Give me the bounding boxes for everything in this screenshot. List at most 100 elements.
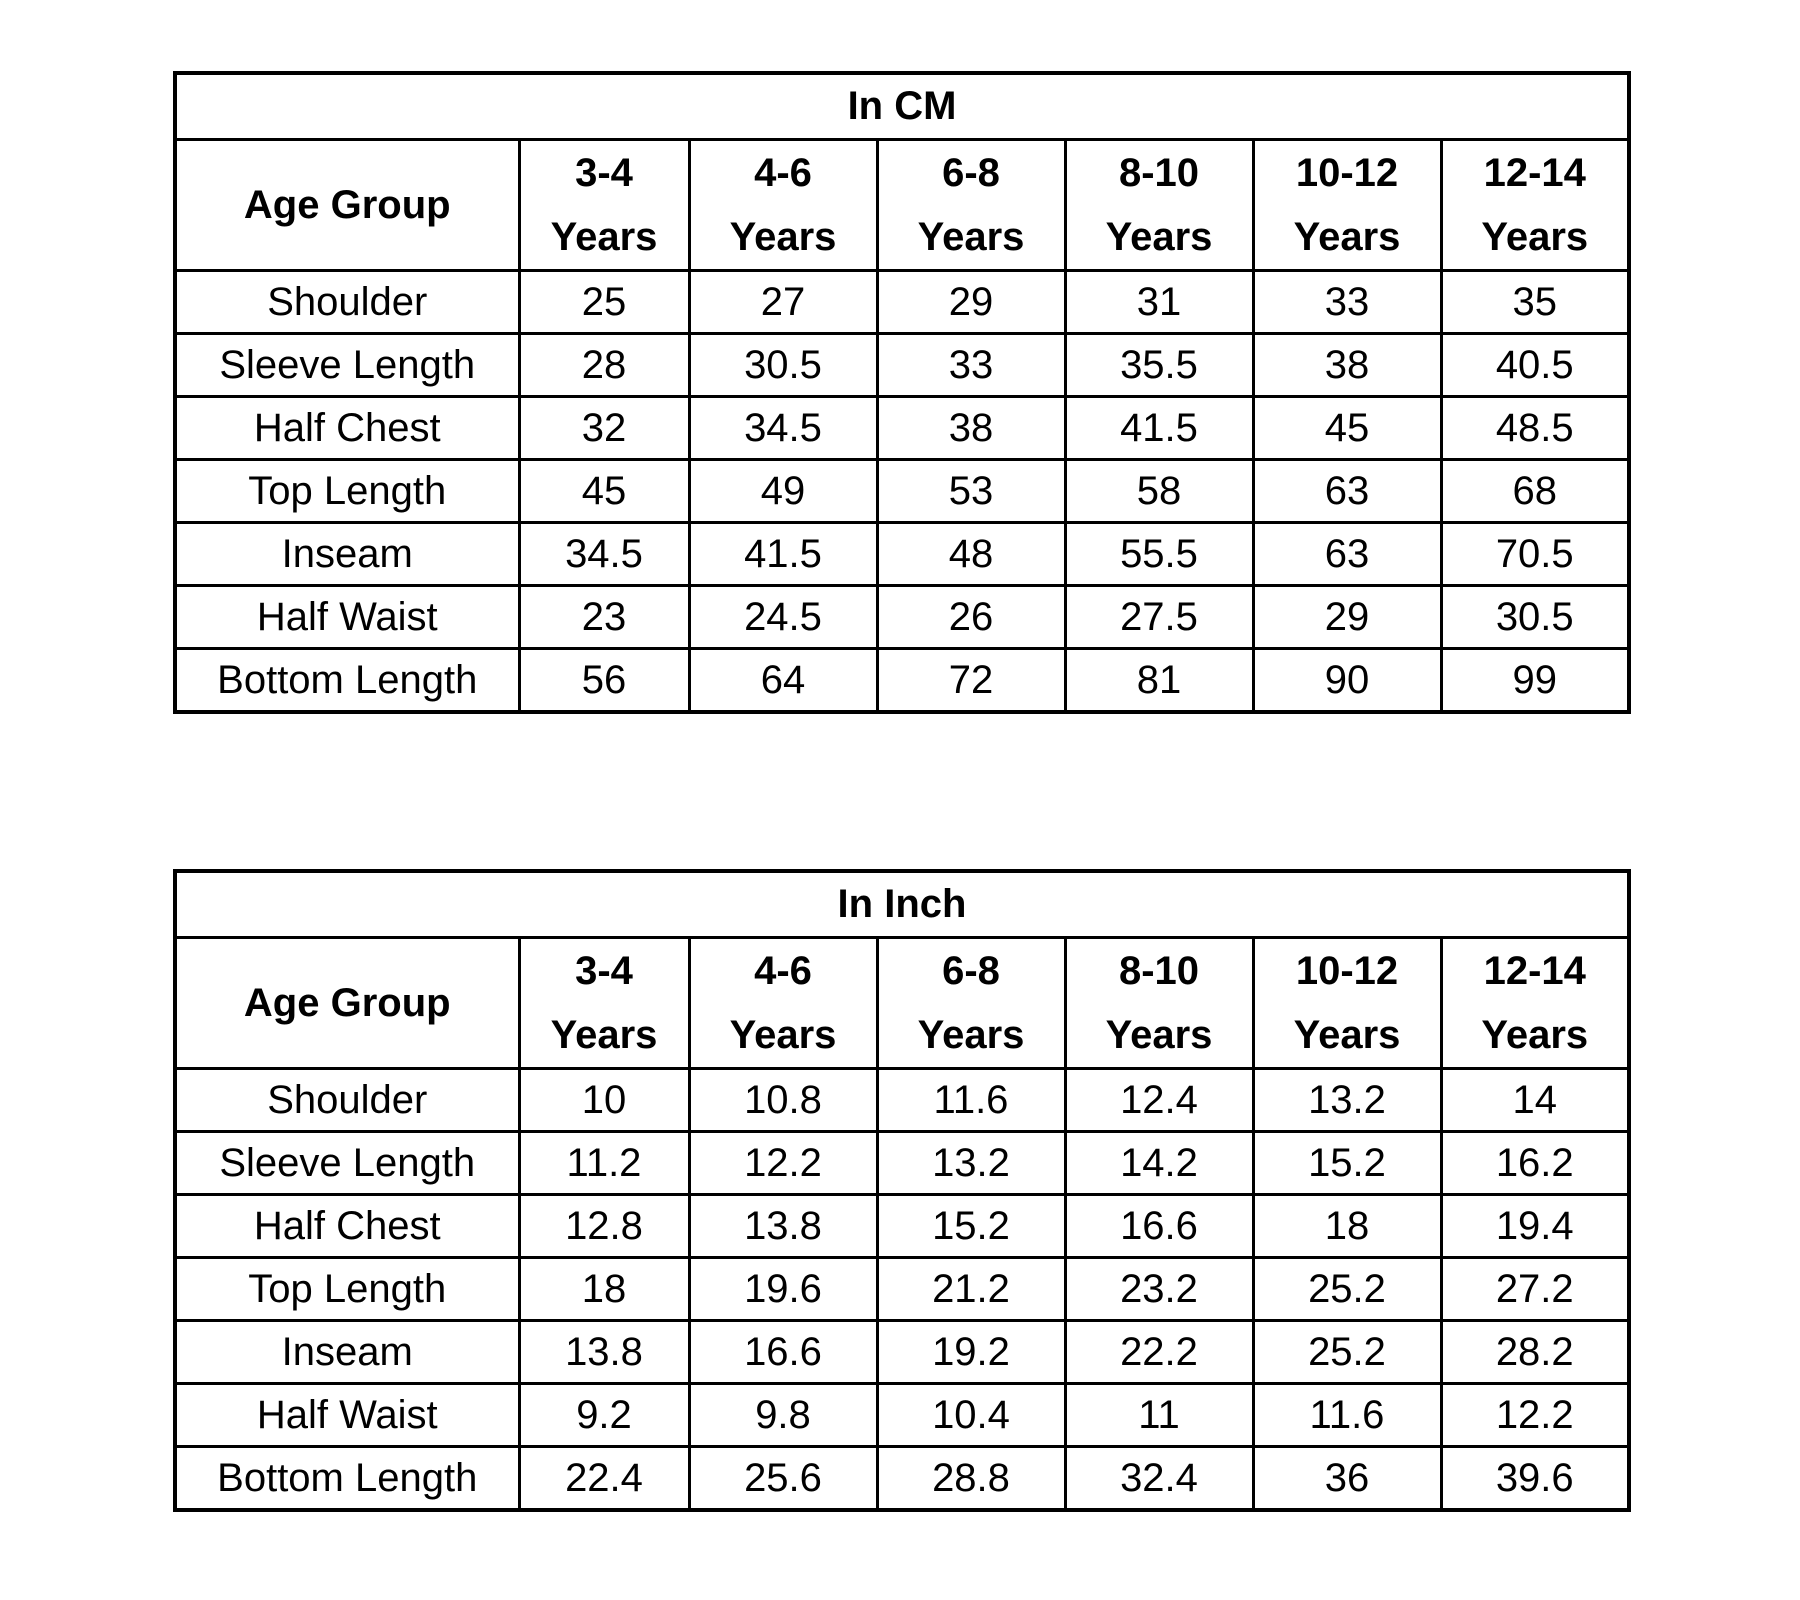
age-range-label: 12-14 xyxy=(1483,949,1586,993)
measurement-value: 18 xyxy=(1251,1193,1443,1259)
measurement-value: 31 xyxy=(1063,269,1255,335)
measurement-value: 25.2 xyxy=(1251,1319,1443,1385)
age-column-header: 6-8 Years xyxy=(875,936,1067,1070)
measurement-value: 10.4 xyxy=(875,1382,1067,1448)
measurement-value: 28.2 xyxy=(1439,1319,1631,1385)
measurement-value: 34.5 xyxy=(517,521,691,587)
measurement-value: 27 xyxy=(687,269,879,335)
measurement-value: 19.2 xyxy=(875,1319,1067,1385)
age-unit-label: Years xyxy=(1105,1013,1213,1057)
measurement-value: 33 xyxy=(1251,269,1443,335)
table-title: In Inch xyxy=(173,869,1631,939)
age-range-label: 10-12 xyxy=(1295,949,1399,993)
measurement-value: 68 xyxy=(1439,458,1631,524)
measurement-value: 64 xyxy=(687,647,879,714)
measurement-value: 11.6 xyxy=(1251,1382,1443,1448)
measurement-value: 11 xyxy=(1063,1382,1255,1448)
measurement-value: 24.5 xyxy=(687,584,879,650)
measurement-label: Bottom Length xyxy=(173,647,521,714)
measurement-value: 32 xyxy=(517,395,691,461)
measurement-label: Top Length xyxy=(173,458,521,524)
age-unit-label: Years xyxy=(1481,215,1589,259)
measurement-value: 9.8 xyxy=(687,1382,879,1448)
table-row: Half Chest 12.8 13.8 15.2 16.6 18 19.4 xyxy=(173,1193,1631,1259)
measurement-value: 49 xyxy=(687,458,879,524)
age-column-header: 6-8 Years xyxy=(875,138,1067,272)
measurement-value: 41.5 xyxy=(1063,395,1255,461)
measurement-value: 63 xyxy=(1251,521,1443,587)
age-column-header: 4-6 Years xyxy=(687,936,879,1070)
table-row: Half Waist 9.2 9.8 10.4 11 11.6 12.2 xyxy=(173,1382,1631,1448)
measurement-label: Shoulder xyxy=(173,269,521,335)
size-table-body: In Inch Age Group 3-4 Years 4-6 Years 6-8 Years… xyxy=(173,869,1631,1512)
age-unit-label: Years xyxy=(550,1013,658,1057)
measurement-label: Sleeve Length xyxy=(173,1130,521,1196)
age-column-header: 10-12 Years xyxy=(1251,138,1443,272)
measurement-label: Top Length xyxy=(173,1256,521,1322)
measurement-value: 27.5 xyxy=(1063,584,1255,650)
table-header-row: Age Group 3-4 Years 4-6 Years 6-8 Years 8-10 Yea… xyxy=(173,936,1631,1070)
measurement-value: 26 xyxy=(875,584,1067,650)
size-table-body: In CM Age Group 3-4 Years 4-6 Years 6-8 Years 8-… xyxy=(173,71,1631,714)
age-range-label: 3-4 xyxy=(575,151,633,195)
table-row: Top Length 18 19.6 21.2 23.2 25.2 27.2 xyxy=(173,1256,1631,1322)
table-row: Shoulder 25 27 29 31 33 35 xyxy=(173,269,1631,335)
age-unit-label: Years xyxy=(1105,215,1213,259)
measurement-value: 34.5 xyxy=(687,395,879,461)
age-range-label: 6-8 xyxy=(942,151,1000,195)
measurement-value: 32.4 xyxy=(1063,1445,1255,1512)
measurement-label: Inseam xyxy=(173,521,521,587)
measurement-value: 30.5 xyxy=(1439,584,1631,650)
age-range-label: 6-8 xyxy=(942,949,1000,993)
measurement-value: 55.5 xyxy=(1063,521,1255,587)
age-column-header: 3-4 Years xyxy=(517,138,691,272)
age-range-label: 10-12 xyxy=(1295,151,1399,195)
age-range-label: 4-6 xyxy=(754,151,812,195)
measurement-label: Shoulder xyxy=(173,1067,521,1133)
measurement-label: Half Waist xyxy=(173,584,521,650)
measurement-label: Half Waist xyxy=(173,1382,521,1448)
table-title: In CM xyxy=(173,71,1631,141)
measurement-value: 12.2 xyxy=(1439,1382,1631,1448)
measurement-value: 53 xyxy=(875,458,1067,524)
measurement-value: 45 xyxy=(517,458,691,524)
age-unit-label: Years xyxy=(1293,1013,1401,1057)
measurement-value: 15.2 xyxy=(875,1193,1067,1259)
measurement-value: 16.6 xyxy=(687,1319,879,1385)
age-column-header: 4-6 Years xyxy=(687,138,879,272)
table-row: Sleeve Length 28 30.5 33 35.5 38 40.5 xyxy=(173,332,1631,398)
measurement-value: 25.6 xyxy=(687,1445,879,1512)
age-range-label: 3-4 xyxy=(575,949,633,993)
measurement-value: 9.2 xyxy=(517,1382,691,1448)
measurement-value: 15.2 xyxy=(1251,1130,1443,1196)
table-title-row: In Inch xyxy=(173,869,1631,939)
measurement-value: 56 xyxy=(517,647,691,714)
measurement-value: 23 xyxy=(517,584,691,650)
measurement-value: 14 xyxy=(1439,1067,1631,1133)
age-unit-label: Years xyxy=(550,215,658,259)
measurement-value: 48.5 xyxy=(1439,395,1631,461)
measurement-value: 19.4 xyxy=(1439,1193,1631,1259)
age-unit-label: Years xyxy=(917,1013,1025,1057)
measurement-value: 36 xyxy=(1251,1445,1443,1512)
measurement-value: 13.2 xyxy=(1251,1067,1443,1133)
measurement-value: 16.2 xyxy=(1439,1130,1631,1196)
size-table-cm: In CM Age Group 3-4 Years 4-6 Years 6-8 Years 8-… xyxy=(173,71,1631,714)
measurement-value: 28.8 xyxy=(875,1445,1067,1512)
measurement-label: Half Chest xyxy=(173,1193,521,1259)
measurement-value: 58 xyxy=(1063,458,1255,524)
measurement-value: 14.2 xyxy=(1063,1130,1255,1196)
measurement-value: 29 xyxy=(875,269,1067,335)
table-row: Top Length 45 49 53 58 63 68 xyxy=(173,458,1631,524)
age-unit-label: Years xyxy=(729,215,837,259)
age-column-header: 3-4 Years xyxy=(517,936,691,1070)
measurement-value: 70.5 xyxy=(1439,521,1631,587)
measurement-value: 33 xyxy=(875,332,1067,398)
table-row: Bottom Length 22.4 25.6 28.8 32.4 36 39.6 xyxy=(173,1445,1631,1512)
measurement-value: 30.5 xyxy=(687,332,879,398)
measurement-label: Inseam xyxy=(173,1319,521,1385)
age-unit-label: Years xyxy=(729,1013,837,1057)
table-header-row: Age Group 3-4 Years 4-6 Years 6-8 Years 8-10 Yea… xyxy=(173,138,1631,272)
measurement-value: 72 xyxy=(875,647,1067,714)
measurement-value: 19.6 xyxy=(687,1256,879,1322)
